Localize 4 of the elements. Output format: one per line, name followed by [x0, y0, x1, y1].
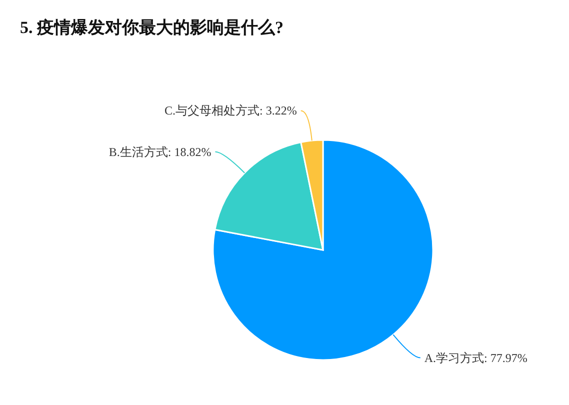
slice-label: B.生活方式: 18.82%: [108, 144, 212, 159]
slice-label: A.学习方式: 77.97%: [424, 350, 528, 365]
slice-label: C.与父母相处方式: 3.22%: [164, 104, 297, 118]
chart-title: 5. 疫情爆发对你最大的影响是什么?: [20, 17, 284, 39]
